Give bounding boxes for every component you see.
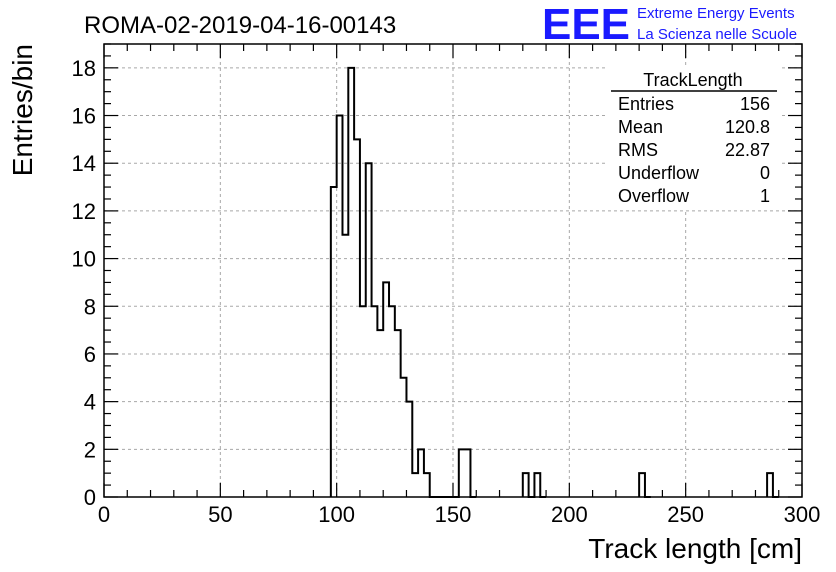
histogram-bin [377, 330, 383, 497]
histogram-bin [342, 235, 348, 497]
y-tick-label: 12 [72, 199, 96, 224]
eee-logo-mark: EEE [542, 0, 630, 49]
x-tick-label: 150 [435, 502, 472, 527]
y-tick-label: 6 [84, 342, 96, 367]
y-tick-label: 16 [72, 104, 96, 129]
stats-row-label: Underflow [618, 163, 700, 183]
histogram-bin [459, 449, 465, 497]
x-axis-ticks: 0 50 100 150 200 250 300 [98, 44, 820, 527]
histogram-bin [331, 187, 337, 497]
stats-title: TrackLength [643, 70, 742, 90]
stats-row-value: 22.87 [725, 140, 770, 160]
eee-logo: EEE Extreme Energy Events La Scienza nel… [542, 0, 797, 49]
y-tick-label: 2 [84, 437, 96, 462]
histogram-bin [406, 402, 412, 497]
x-tick-label: 0 [98, 502, 110, 527]
stats-row-label: RMS [618, 140, 658, 160]
histogram-bin [348, 68, 354, 497]
histogram-bin [337, 116, 343, 497]
histogram-bin [534, 473, 540, 497]
histogram-bin [639, 473, 645, 497]
histogram-bin [412, 473, 418, 497]
histogram-bin [465, 449, 471, 497]
run-title: ROMA-02-2019-04-16-00143 [84, 12, 396, 39]
x-axis-label: Track length [cm] [588, 533, 802, 564]
stats-rows: Entries 156 Mean 120.8 RMS 22.87 Underflow 0 Ove… [618, 94, 770, 206]
histogram-bin [389, 306, 395, 497]
stats-box: TrackLength Entries 156 Mean 120.8 RMS 22.87 U… [606, 67, 780, 209]
x-tick-label: 200 [551, 502, 588, 527]
y-tick-label: 14 [72, 151, 96, 176]
stats-row-label: Overflow [618, 186, 690, 206]
grid [104, 44, 802, 497]
stats-row-value: 0 [760, 163, 770, 183]
histogram-bin [360, 306, 366, 497]
y-tick-label: 4 [84, 390, 96, 415]
histogram-bin [424, 473, 430, 497]
stats-row-value: 1 [760, 186, 770, 206]
x-tick-label: 100 [318, 502, 355, 527]
histogram-bin [401, 378, 407, 497]
y-tick-label: 10 [72, 247, 96, 272]
histogram-bin [767, 473, 773, 497]
histogram-bin [354, 139, 360, 497]
x-tick-label: 300 [784, 502, 821, 527]
y-tick-label: 18 [72, 56, 96, 81]
stats-row-value: 120.8 [725, 117, 770, 137]
stats-row-label: Mean [618, 117, 663, 137]
eee-logo-line1: Extreme Energy Events [637, 5, 795, 22]
stats-row-value: 156 [740, 94, 770, 114]
y-tick-label: 0 [84, 485, 96, 510]
eee-logo-line2: La Scienza nelle Scuole [637, 26, 797, 43]
histogram-bin [523, 473, 529, 497]
x-tick-label: 50 [208, 502, 232, 527]
histogram-bin [395, 330, 401, 497]
histogram-bin [418, 449, 424, 497]
histogram-bin [372, 306, 378, 497]
x-tick-label: 250 [667, 502, 704, 527]
histogram-bin [366, 163, 372, 497]
y-axis-label: Entries/bin [7, 44, 38, 176]
stats-row-label: Entries [618, 94, 674, 114]
y-tick-label: 8 [84, 294, 96, 319]
histogram-bin [383, 282, 389, 497]
